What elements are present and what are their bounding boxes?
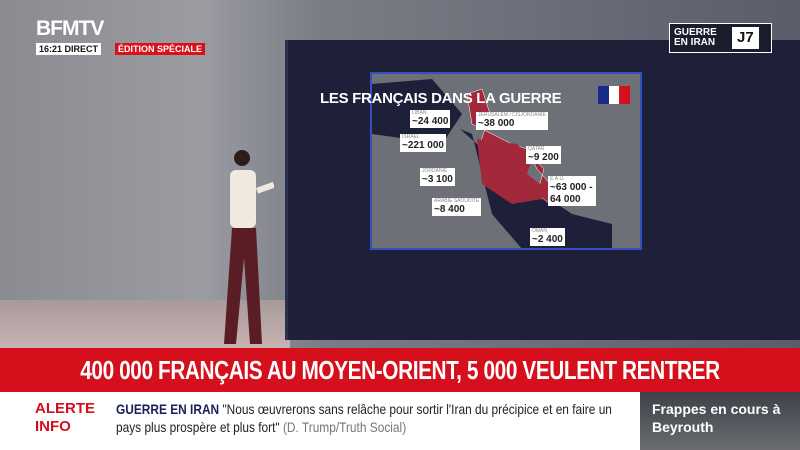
france-flag-icon [598, 86, 631, 104]
bfmtv-logo: BFMTV [36, 17, 104, 40]
ticker-text: GUERRE EN IRAN "Nous œuvrerons sans relâ… [116, 401, 612, 435]
side-news-box: Frappes en cours à Beyrouth [640, 392, 800, 450]
map-label: ISRAËL ~221 000 [400, 134, 446, 152]
map-label: E.A.U. ~63 000 - 64 000 [548, 176, 596, 206]
headline-banner: 400 000 FRANÇAIS AU MOYEN-ORIENT, 5 000 … [0, 348, 800, 392]
news-ticker: ALERTE INFO GUERRE EN IRAN "Nous œuvrero… [0, 392, 640, 450]
topic-tag: GUERRE EN IRAN J7 [669, 23, 772, 53]
map-label: LIBAN ~24 400 [410, 110, 451, 128]
headline-text: 400 000 FRANÇAIS AU MOYEN-ORIENT, 5 000 … [80, 355, 720, 385]
map-label: JÉRUSALEM / CISJORDANIE ~38 000 [476, 112, 548, 130]
edition-badge: ÉDITION SPÉCIALE [115, 43, 206, 55]
presenter [224, 150, 274, 344]
map-label: QATAR ~9 200 [526, 146, 561, 164]
map-label: OMAN ~2 400 [530, 228, 565, 246]
clock: 16:21 DIRECT [36, 43, 102, 55]
alert-label: ALERTE INFO [35, 400, 95, 435]
map-label: JORDANIE ~3 100 [420, 168, 455, 186]
day-badge: J7 [732, 27, 759, 49]
live-label: DIRECT [64, 44, 99, 54]
map-title: LES FRANÇAIS DANS LA GUERRE [320, 90, 562, 107]
map-label: ARABIE SAOUDITE ~8 400 [432, 198, 482, 216]
studio-floor [0, 300, 290, 350]
